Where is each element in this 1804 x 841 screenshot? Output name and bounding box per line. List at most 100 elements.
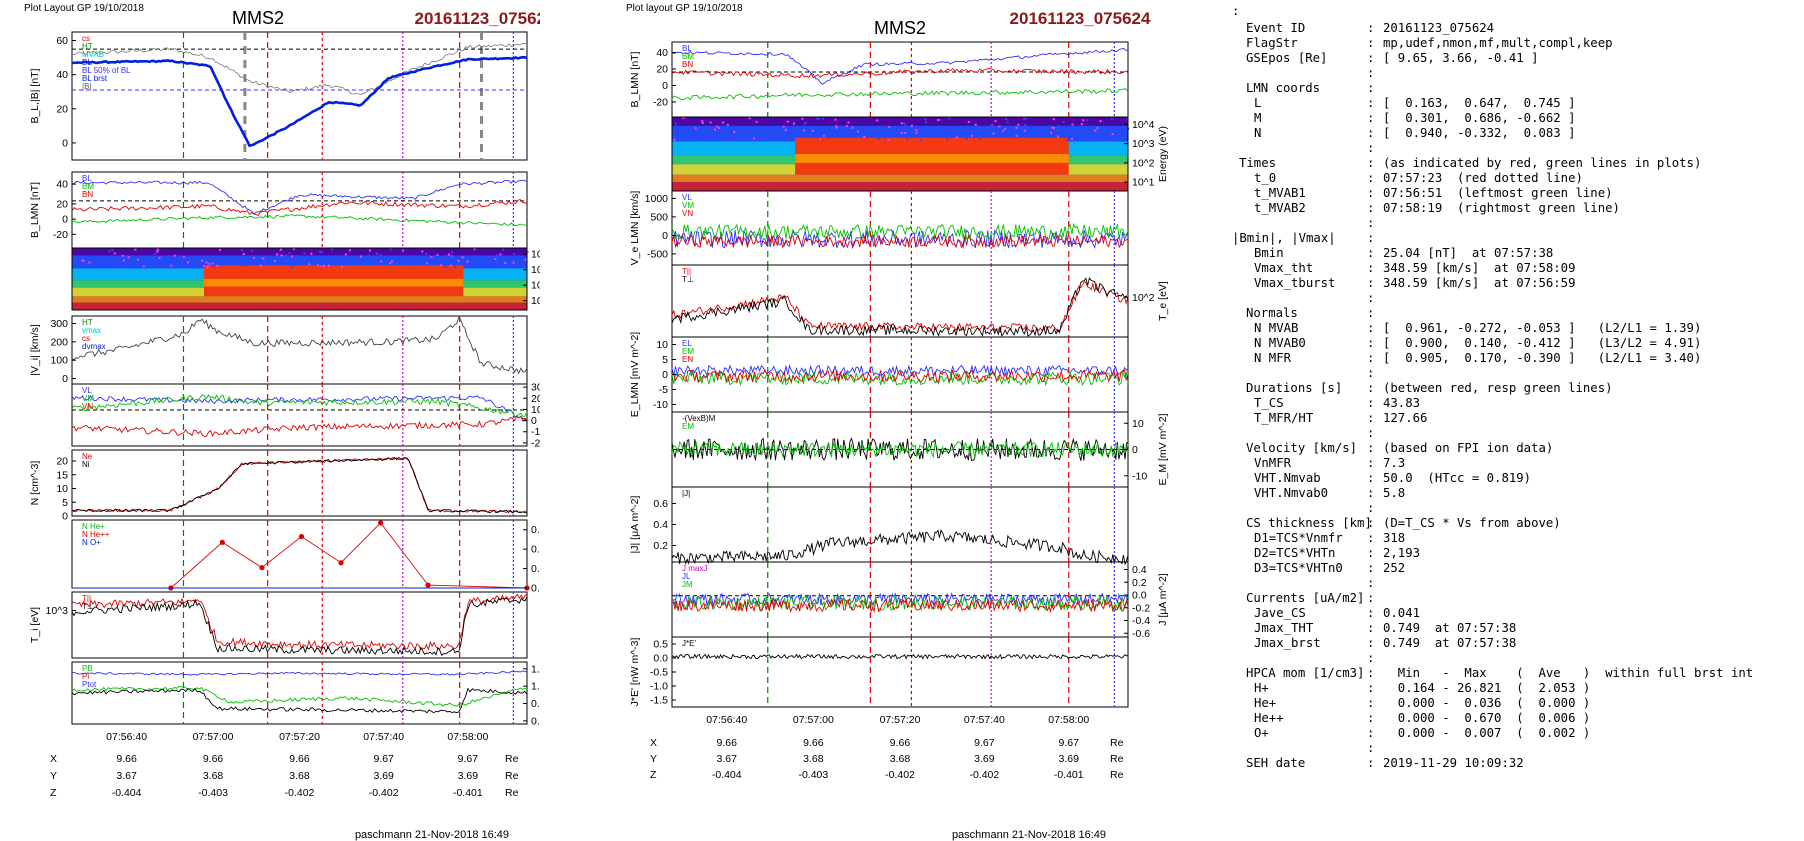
left-coord-value: 3.68 bbox=[203, 770, 224, 782]
left-spec-noise bbox=[495, 254, 498, 257]
info-label: t_0 bbox=[1254, 171, 1277, 185]
mid-spec-noise bbox=[904, 131, 907, 134]
left-coord-unit: Re bbox=[505, 753, 519, 765]
left-data-point bbox=[378, 520, 384, 526]
mid-ytick-label: -0.6 bbox=[1132, 628, 1150, 640]
left-spec-noise bbox=[344, 253, 347, 256]
left-spec-noise bbox=[170, 264, 173, 267]
left-xtick-label: 07:57:20 bbox=[279, 731, 320, 743]
left-spec-noise bbox=[445, 254, 448, 257]
info-label: |Bmin|, |Vmax| bbox=[1232, 231, 1336, 245]
info-colon: : bbox=[1367, 426, 1375, 440]
left-spec-noise bbox=[291, 266, 294, 269]
mid-ytick-label: 5 bbox=[662, 354, 668, 366]
mid-spec-noise bbox=[846, 131, 849, 134]
mid-series-line bbox=[671, 276, 1129, 338]
info-value: 07:58:19 (rightmost green line) bbox=[1383, 201, 1620, 215]
mid-spec-noise bbox=[1052, 118, 1055, 121]
mid-spec-band bbox=[672, 174, 1128, 183]
left-coord-label: X bbox=[50, 753, 57, 765]
left-spec-noise bbox=[319, 250, 322, 253]
mid-spec-noise bbox=[1003, 135, 1006, 138]
left-legend-entry: Ptot bbox=[82, 680, 97, 689]
left-spec-noise bbox=[151, 256, 154, 259]
info-row: : bbox=[1232, 141, 1802, 156]
mid-spec-core-edge bbox=[795, 154, 1069, 163]
info-value: 252 bbox=[1383, 561, 1406, 575]
left-spec-noise bbox=[158, 265, 161, 268]
left-series-line bbox=[71, 593, 528, 651]
left-ytick-label: -20 bbox=[53, 229, 68, 241]
mid-panel-5: -10 0 10 E_M [mV m^-2] -(VexB)MEM bbox=[671, 411, 1169, 488]
mid-spec-noise bbox=[1111, 133, 1114, 136]
mid-ytick-label: -20 bbox=[653, 97, 668, 109]
left-spec-noise bbox=[121, 260, 124, 263]
mid-ytick-label: 0.0 bbox=[653, 653, 668, 665]
left-coord-value: 9.67 bbox=[373, 753, 394, 765]
mid-spec-noise bbox=[1023, 129, 1026, 132]
info-colon: : bbox=[1367, 396, 1375, 410]
mid-series-line bbox=[671, 67, 1129, 79]
left-spec-noise bbox=[280, 254, 283, 257]
mid-spec-noise bbox=[924, 117, 927, 120]
mid-spec-noise bbox=[878, 137, 881, 140]
info-row: FlagStr: mp,udef,nmon,mf,mult,compl,keep bbox=[1232, 36, 1802, 51]
mid-spec-noise bbox=[701, 121, 704, 124]
mid-ytick-label: 40 bbox=[656, 47, 668, 59]
left-spec-noise bbox=[180, 262, 183, 265]
left-spec-noise bbox=[288, 252, 291, 255]
mid-spec-noise bbox=[1096, 127, 1099, 130]
mid-spec-noise bbox=[817, 117, 820, 120]
mid-ytick-label: -10 bbox=[1132, 470, 1147, 482]
info-label: t_MVAB1 bbox=[1254, 186, 1306, 200]
left-ytick-label: 60 bbox=[56, 35, 68, 47]
mid-spec-noise bbox=[834, 118, 837, 121]
left-spec-noise bbox=[341, 265, 344, 268]
mid-series-line bbox=[671, 234, 1129, 249]
info-label: GSEpos [Re] bbox=[1246, 51, 1328, 65]
info-colon: : bbox=[1367, 351, 1375, 365]
left-series-line bbox=[71, 395, 528, 423]
mid-ylabel: J*E' [nW m^-3] bbox=[629, 638, 641, 707]
info-colon: : bbox=[1367, 336, 1375, 350]
mid-ytick-label: 0.0 bbox=[1132, 590, 1147, 602]
left-spec-noise bbox=[122, 259, 125, 262]
left-spec-noise bbox=[331, 248, 334, 251]
info-value: 07:57:23 (red dotted line) bbox=[1383, 171, 1583, 185]
mid-series-line bbox=[671, 364, 1129, 378]
left-spec-noise bbox=[319, 263, 322, 266]
left-spec-noise bbox=[285, 254, 288, 257]
mid-spec-noise bbox=[991, 124, 994, 127]
left-legend-entry: Pi bbox=[82, 672, 89, 681]
info-row: : bbox=[1232, 66, 1802, 81]
info-colon: : bbox=[1367, 636, 1375, 650]
mid-coord-value: 9.67 bbox=[1059, 737, 1080, 749]
info-value: 0.041 bbox=[1383, 606, 1421, 620]
left-ytick-label: 0 bbox=[62, 137, 68, 149]
info-value: 0.000 - 0.670 ( 0.006 ) bbox=[1383, 711, 1591, 725]
mid-panel-3: 10^2 T_e [eV] T||T⊥ bbox=[671, 264, 1169, 338]
left-spec-noise bbox=[218, 248, 221, 251]
mid-ytick-label: 0.6 bbox=[653, 498, 668, 510]
mid-coord-unit: Re bbox=[1110, 753, 1124, 765]
info-row: : bbox=[1232, 426, 1802, 441]
left-spec-noise bbox=[212, 265, 215, 268]
mid-legend-entry: J maxJ bbox=[682, 564, 707, 573]
left-legend-entry: N O+ bbox=[82, 538, 101, 547]
left-spec-noise bbox=[461, 256, 464, 259]
left-spec-noise bbox=[379, 254, 382, 257]
mid-spec-noise bbox=[1051, 126, 1054, 129]
left-series-line bbox=[71, 55, 528, 148]
mid-spec-noise bbox=[1023, 117, 1026, 120]
left-spec-noise bbox=[251, 249, 254, 252]
info-value: (between red, resp green lines) bbox=[1383, 381, 1613, 395]
info-colon: : bbox=[1367, 156, 1375, 170]
left-spec-noise bbox=[375, 252, 378, 255]
left-spec-noise bbox=[415, 257, 418, 260]
mid-spec-noise bbox=[920, 139, 923, 142]
mid-spec-noise bbox=[713, 128, 716, 131]
left-spec-noise bbox=[348, 249, 351, 252]
